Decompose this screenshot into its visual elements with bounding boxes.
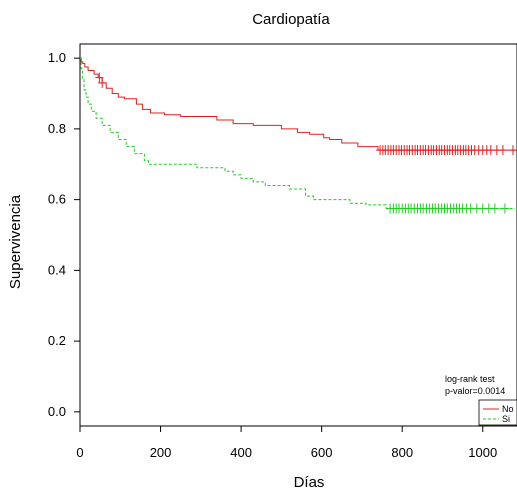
x-tick-label: 0	[76, 445, 83, 460]
y-tick-label: 0.2	[48, 333, 66, 348]
x-axis-label: Días	[294, 474, 325, 491]
series-line-si	[80, 57, 515, 209]
censor-mark-no	[498, 145, 507, 156]
legend-box	[478, 399, 517, 426]
plot-frame	[79, 43, 517, 427]
series-line-no	[80, 57, 515, 151]
series-layer	[80, 57, 517, 214]
censor-mark-no	[95, 72, 104, 83]
x-tick-label: 1000	[468, 445, 497, 460]
chart-title: Cardiopatía	[252, 11, 330, 28]
censor-mark-no	[508, 145, 517, 156]
y-axis-label: Supervivencia	[7, 194, 24, 289]
censor-mark-si	[490, 203, 499, 214]
y-tick-label: 0.0	[48, 404, 66, 419]
y-tick-label: 1.0	[48, 50, 66, 65]
p-value-annotation: p-valor=0.0014	[445, 386, 505, 396]
y-tick-label: 0.8	[48, 121, 66, 136]
legend-label-si: Si	[502, 414, 510, 424]
censor-mark-no	[98, 77, 107, 88]
x-tick-label: 400	[230, 445, 252, 460]
x-tick-label: 800	[391, 445, 413, 460]
y-ticks: 0.0 0.2 0.4 0.6 0.8 1.0	[48, 50, 80, 419]
y-tick-label: 0.6	[48, 192, 66, 207]
censor-mark-si	[500, 203, 509, 214]
x-ticks: 0 200 400 600 800 1000	[76, 426, 497, 460]
log-rank-annotation: log-rank test	[445, 374, 495, 384]
y-tick-label: 0.4	[48, 262, 66, 277]
x-tick-label: 200	[150, 445, 172, 460]
x-tick-label: 600	[311, 445, 333, 460]
legend-label-no: No	[502, 404, 514, 414]
legend: No Si	[478, 399, 517, 426]
